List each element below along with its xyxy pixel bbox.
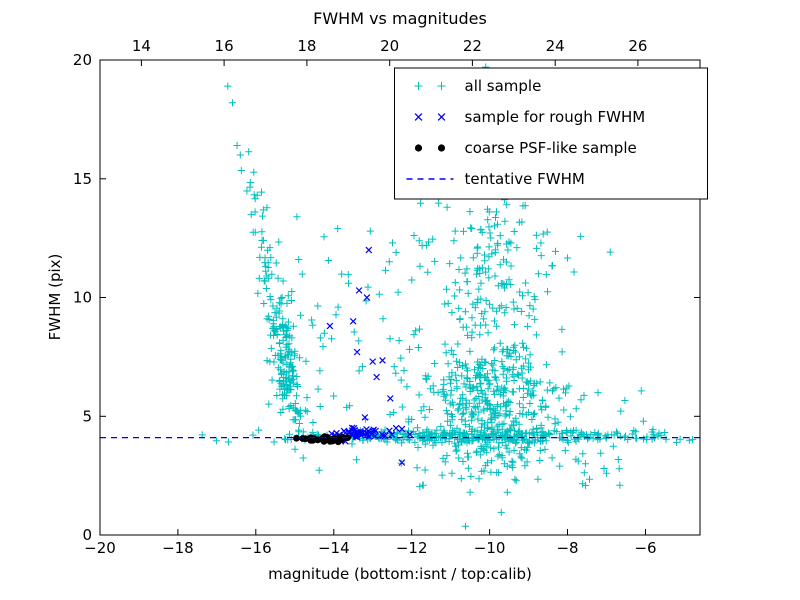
y-tick-label: 5	[82, 407, 92, 425]
legend-entry-dashed-line: tentative FWHM	[406, 170, 585, 188]
x-tick-label: −10	[474, 539, 506, 557]
series-sample-for-rough-fwhm	[326, 246, 414, 466]
legend-plus-marker	[437, 82, 446, 90]
top-tick-label: 20	[380, 37, 399, 55]
legend-dot-marker	[437, 144, 446, 152]
x-axis-label: magnitude (bottom:isnt / top:calib)	[268, 565, 532, 583]
y-tick-label: 15	[73, 170, 92, 188]
legend-label: sample for rough FWHM	[465, 108, 646, 126]
x-tick-label: −14	[318, 539, 350, 557]
legend-entry-plus: all sample	[414, 77, 542, 95]
x-axis-ticks: −20 −18 −16 −14 −12 −10 −8 −6	[84, 529, 657, 557]
legend-entry-dot: coarse PSF-like sample	[414, 139, 637, 157]
legend-label: all sample	[465, 77, 542, 95]
top-tick-label: 24	[546, 37, 565, 55]
legend: all sample sample for rough FWHM coarse PS…	[394, 67, 708, 200]
top-tick-label: 14	[132, 37, 151, 55]
legend-box	[394, 67, 708, 200]
x-tick-label: −20	[84, 539, 116, 557]
x-tick-label: −16	[240, 539, 272, 557]
chart-title: FWHM vs magnitudes	[313, 9, 487, 28]
legend-x-marker	[437, 113, 446, 121]
top-tick-label: 22	[463, 37, 482, 55]
legend-dot-marker	[414, 144, 423, 152]
y-tick-label: 10	[73, 289, 92, 307]
x-tick-label: −8	[556, 539, 578, 557]
legend-plus-marker	[414, 82, 423, 90]
legend-label: coarse PSF-like sample	[465, 139, 637, 157]
series-all-sample	[198, 63, 697, 530]
top-tick-label: 18	[297, 37, 316, 55]
top-tick-label: 16	[215, 37, 234, 55]
x-tick-label: −6	[634, 539, 656, 557]
legend-entry-x: sample for rough FWHM	[414, 108, 646, 126]
x-tick-label: −18	[162, 539, 194, 557]
y-tick-label: 0	[82, 526, 92, 544]
top-axis-ticks: 14 16 18 20 22 24 26	[132, 37, 647, 66]
y-axis-ticks: 0 5 10 15 20	[73, 51, 700, 544]
y-axis-label: FWHM (pix)	[46, 253, 64, 341]
y-tick-label: 20	[73, 51, 92, 69]
top-tick-label: 26	[628, 37, 647, 55]
legend-x-marker	[414, 113, 423, 121]
x-tick-label: −12	[396, 539, 428, 557]
legend-label: tentative FWHM	[465, 170, 585, 188]
